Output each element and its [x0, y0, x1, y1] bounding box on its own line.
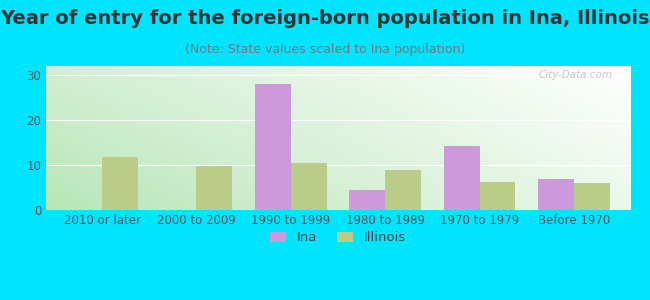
Text: (Note: State values scaled to Ina population): (Note: State values scaled to Ina popula…	[185, 44, 465, 56]
Bar	[538, 178, 574, 210]
Bar	[102, 157, 138, 210]
Bar	[196, 166, 232, 210]
Legend: Ina, Illinois: Ina, Illinois	[265, 226, 411, 250]
Bar	[349, 190, 385, 210]
Bar	[255, 84, 291, 210]
Bar	[574, 183, 610, 210]
Bar	[444, 146, 480, 210]
Bar	[291, 163, 327, 210]
Text: Year of entry for the foreign-born population in Ina, Illinois: Year of entry for the foreign-born popul…	[0, 9, 650, 28]
Bar	[385, 170, 421, 210]
Text: City-Data.com: City-Data.com	[539, 70, 613, 80]
Bar	[480, 182, 515, 210]
